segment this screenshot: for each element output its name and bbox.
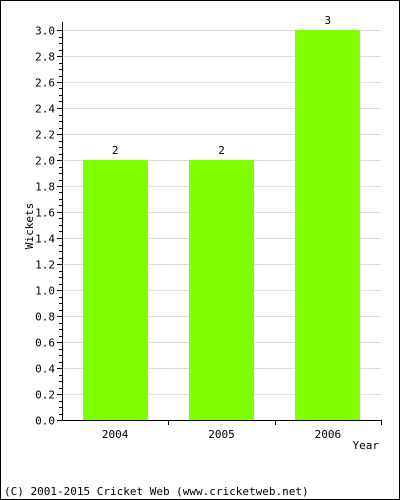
y-tick-label: 2.6 bbox=[35, 77, 55, 90]
y-tick-labels: 0.0 0.2 0.4 0.6 0.8 1.0 1.2 1.4 1.6 1.8 2.0 2.2 2.4 2… bbox=[35, 25, 55, 428]
bar bbox=[295, 30, 360, 420]
data-label: 3 bbox=[325, 14, 332, 27]
bars bbox=[83, 30, 360, 420]
data-labels: 2 2 3 bbox=[112, 14, 331, 157]
bar bbox=[83, 160, 148, 420]
y-tick-label: 1.0 bbox=[35, 285, 55, 298]
bar bbox=[189, 160, 254, 420]
x-axis-label: Year bbox=[353, 439, 380, 452]
y-tick-label: 0.6 bbox=[35, 337, 55, 350]
y-axis-label: Wickets bbox=[23, 203, 36, 249]
x-tick-label: 2006 bbox=[315, 428, 342, 441]
axes bbox=[57, 22, 382, 425]
y-tick-label: 2.8 bbox=[35, 51, 55, 64]
y-tick-label: 1.6 bbox=[35, 207, 55, 220]
y-tick-label: 1.4 bbox=[35, 233, 55, 246]
y-tick-label: 2.2 bbox=[35, 129, 55, 142]
y-tick-label: 2.0 bbox=[35, 155, 55, 168]
x-tick-label: 2004 bbox=[102, 428, 129, 441]
y-tick-label: 1.2 bbox=[35, 259, 55, 272]
copyright-footer: (C) 2001-2015 Cricket Web (www.cricketwe… bbox=[4, 485, 309, 498]
data-label: 2 bbox=[112, 144, 119, 157]
y-tick-label: 0.8 bbox=[35, 311, 55, 324]
y-tick-label: 0.2 bbox=[35, 389, 55, 402]
y-tick-label: 2.4 bbox=[35, 103, 55, 116]
y-tick-label: 1.8 bbox=[35, 181, 55, 194]
x-tick-label: 2005 bbox=[208, 428, 235, 441]
data-label: 2 bbox=[218, 144, 225, 157]
x-tick-labels: 2004 2005 2006 bbox=[102, 428, 341, 441]
y-tick-label: 0.4 bbox=[35, 363, 55, 376]
y-tick-label: 3.0 bbox=[35, 25, 55, 38]
y-tick-label: 0.0 bbox=[35, 415, 55, 428]
